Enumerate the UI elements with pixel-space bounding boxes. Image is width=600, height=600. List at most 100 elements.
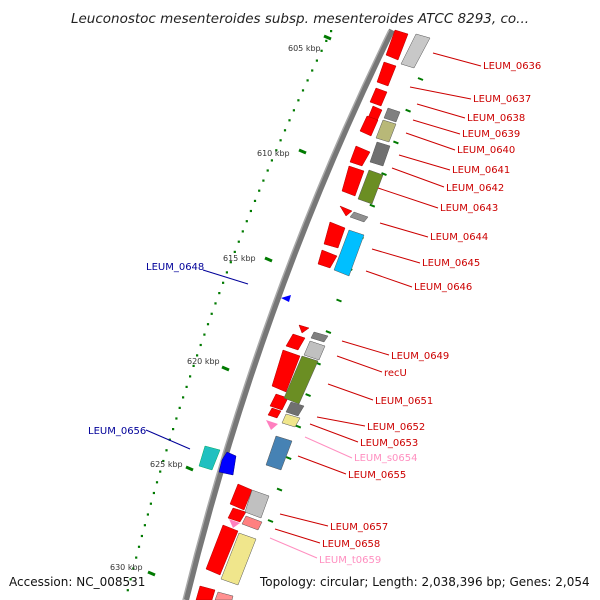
- feature-block-0649[interactable]: [310, 331, 329, 343]
- minor-tick-mark: [295, 424, 302, 429]
- minor-tick-dot: [214, 302, 217, 305]
- minor-tick-dot: [222, 281, 225, 284]
- feature-leum-0660[interactable]: [195, 585, 216, 600]
- gene-label-leum-0641[interactable]: LEUM_0641: [452, 165, 510, 176]
- feature-block-0643[interactable]: [349, 211, 369, 223]
- minor-tick-dot: [306, 79, 309, 82]
- minor-tick-dot: [330, 30, 333, 33]
- feature-leum-0643[interactable]: [339, 205, 353, 217]
- gene-label-leum-0636[interactable]: LEUM_0636: [483, 61, 541, 72]
- forward-cds-track: [195, 29, 409, 600]
- minor-tick-mark: [417, 77, 424, 81]
- feature-block-0652[interactable]: [285, 401, 305, 417]
- feature-block-0644[interactable]: [333, 229, 365, 277]
- feature-block-recu[interactable]: [303, 340, 326, 361]
- genome-backbone: [183, 28, 395, 600]
- gene-label-recu[interactable]: recU: [384, 368, 407, 379]
- gene-label-leum-0655[interactable]: LEUM_0655: [348, 470, 406, 481]
- feature-block-0660[interactable]: [214, 591, 234, 600]
- feature-leum-0651[interactable]: [271, 349, 301, 393]
- gene-label-leum-0646[interactable]: LEUM_0646: [414, 282, 472, 293]
- gene-label-leum-0657[interactable]: LEUM_0657: [330, 522, 388, 533]
- feature-leum-0649[interactable]: [298, 324, 310, 334]
- feature-block-0636[interactable]: [400, 33, 431, 69]
- gene-label-leum-0653[interactable]: LEUM_0653: [360, 438, 418, 449]
- minor-tick-dot: [129, 578, 132, 581]
- gene-label-leum-0648[interactable]: LEUM_0648: [146, 262, 204, 273]
- feature-leum-0653[interactable]: [267, 407, 282, 419]
- gene-label-leum-0656[interactable]: LEUM_0656: [88, 426, 146, 437]
- feature-leum-t0659[interactable]: [229, 519, 240, 528]
- minor-tick-dot: [140, 534, 143, 538]
- minor-tick-dot: [262, 179, 265, 182]
- genome-backbone-highlight: [182, 29, 390, 600]
- feature-leum-0656[interactable]: [218, 451, 237, 476]
- feature-leum-0658[interactable]: [205, 524, 239, 576]
- minor-tick-mark: [325, 330, 332, 335]
- tick-label-625: 625 kbp: [150, 460, 183, 469]
- feature-leum-0645[interactable]: [317, 249, 338, 269]
- feature-leum-0637[interactable]: [376, 61, 397, 87]
- minor-tick-dot: [249, 209, 252, 213]
- feature-leum-0657b[interactable]: [227, 507, 247, 523]
- minor-tick-dot: [149, 502, 152, 505]
- gene-label-leum-0652[interactable]: LEUM_0652: [367, 422, 425, 433]
- feature-leum-0638[interactable]: [369, 87, 388, 107]
- feature-leum-0648[interactable]: [281, 295, 291, 302]
- minor-tick-mark: [276, 487, 283, 492]
- minor-tick-dot: [192, 364, 195, 367]
- feature-block-0642[interactable]: [357, 169, 384, 205]
- gene-label-leum-0639[interactable]: LEUM_0639: [462, 129, 520, 140]
- minor-tick-dot: [146, 513, 149, 516]
- feature-block-0657c[interactable]: [241, 515, 263, 531]
- feature-block-0655[interactable]: [265, 435, 293, 471]
- gene-label-leum-0645[interactable]: LEUM_0645: [422, 258, 480, 269]
- gene-label-leum-0642[interactable]: LEUM_0642: [446, 183, 504, 194]
- gene-label-leum-t0659[interactable]: LEUM_t0659: [319, 555, 381, 566]
- minor-tick-dot: [297, 99, 300, 102]
- feature-block-0653[interactable]: [281, 413, 301, 428]
- gene-label-leum-0637[interactable]: LEUM_0637: [473, 94, 531, 105]
- feature-leum-0641[interactable]: [349, 145, 371, 167]
- feature-leum-0636[interactable]: [385, 29, 409, 61]
- minor-tick-dot: [258, 189, 261, 192]
- minor-tick-dot: [185, 385, 188, 388]
- feature-leum-0652[interactable]: [269, 393, 289, 411]
- minor-tick-dot: [288, 119, 291, 122]
- reverse-cds-track: [198, 295, 291, 476]
- feature-block-0658[interactable]: [220, 532, 257, 586]
- minor-tick-mark: [405, 108, 411, 113]
- feature-recu[interactable]: [285, 333, 306, 351]
- minor-tick-dot: [253, 199, 257, 202]
- minor-tick-dot: [241, 230, 244, 233]
- accession-text: Accession: NC_008531: [9, 575, 145, 589]
- gene-label-leum-0643[interactable]: LEUM_0643: [440, 203, 498, 214]
- gene-label-leum-0640[interactable]: LEUM_0640: [457, 145, 515, 156]
- feature-leum-0639[interactable]: [359, 115, 379, 137]
- minor-tick-dot: [237, 240, 240, 243]
- gene-label-leum-0651[interactable]: LEUM_0651: [375, 396, 433, 407]
- gene-label-leum-0638[interactable]: LEUM_0638: [467, 113, 525, 124]
- tick-label-630: 630 kbp: [110, 563, 143, 572]
- gene-label-leum-s0654[interactable]: LEUM_s0654: [354, 453, 418, 464]
- feature-block-0640[interactable]: [369, 141, 391, 167]
- feature-leum-0657[interactable]: [229, 483, 253, 511]
- gene-labels: LEUM_0636 LEUM_0637 LEUM_0638 LEUM_0639 …: [88, 61, 541, 566]
- gene-label-leum-0649[interactable]: LEUM_0649: [391, 351, 449, 362]
- minor-tick-dot: [292, 109, 295, 112]
- gene-label-leum-0644[interactable]: LEUM_0644: [430, 232, 488, 243]
- feature-leum-0642[interactable]: [341, 165, 365, 197]
- feature-leum-0644[interactable]: [323, 221, 346, 249]
- feature-block-0639[interactable]: [375, 119, 397, 143]
- minor-tick-dot: [159, 470, 162, 473]
- feature-block-0651[interactable]: [283, 355, 319, 405]
- gene-label-leum-0658[interactable]: LEUM_0658: [322, 539, 380, 550]
- minor-tick-dot: [270, 159, 273, 162]
- feature-leum-0656-a[interactable]: [198, 445, 221, 471]
- feature-leum-s0654[interactable]: [266, 420, 278, 430]
- minor-tick-dot: [283, 129, 287, 132]
- minor-tick-dot: [162, 459, 165, 463]
- feature-block-0657[interactable]: [244, 489, 270, 519]
- feature-block-0638[interactable]: [383, 107, 401, 123]
- minor-tick-dot: [325, 39, 328, 42]
